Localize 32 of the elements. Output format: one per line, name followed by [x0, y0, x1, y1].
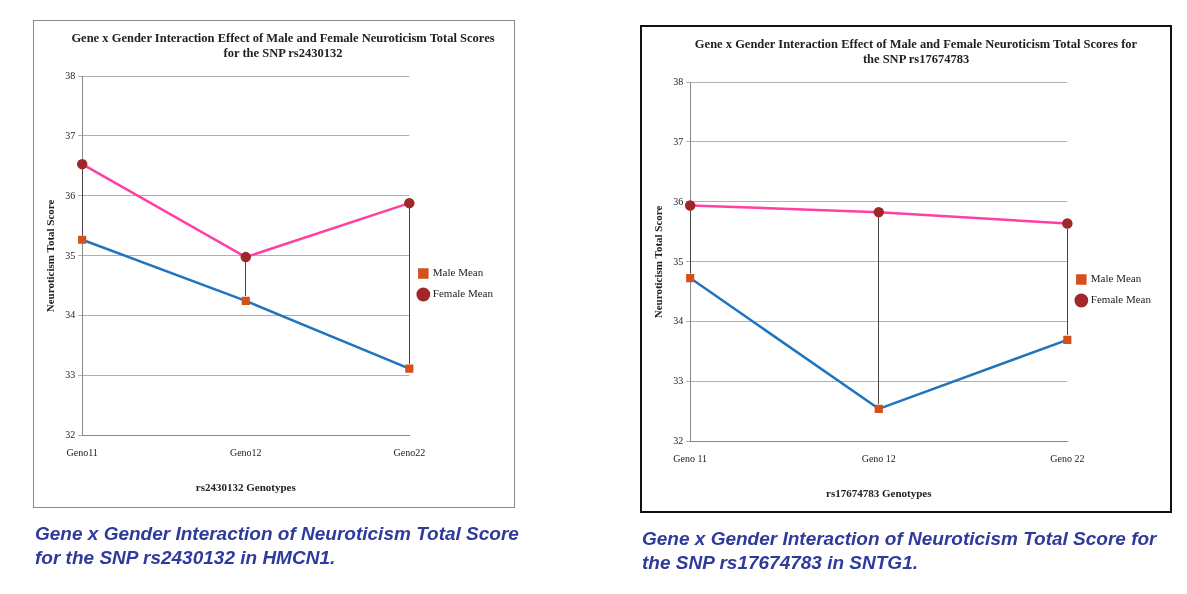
y-axis-title: Neuroticism Total Score — [652, 205, 665, 319]
x-axis-title: rs17674783 Genotypes — [826, 487, 933, 500]
chart-title: Gene x Gender Interaction Effect of Male and Female Neuroticism Total Scores for the SNP rs2430132 — [70, 31, 496, 61]
y-tick-label: 32 — [673, 435, 684, 447]
y-tick-label: 35 — [673, 255, 684, 267]
legend-label: Male Mean — [1090, 272, 1142, 285]
text: Gene x Gender Interaction of Neuroticism Total Score for the SNP rs2430132 in HMCN1. — [35, 522, 520, 570]
y-tick-label: 34 — [65, 309, 76, 321]
x-tick-label: Geno12 — [229, 447, 262, 459]
y-tick-label: 38 — [65, 69, 76, 81]
chart-title: Gene x Gender Interaction Effect of Male and Female Neuroticism Total Scores for the SNP rs17674783 — [693, 37, 1139, 67]
y-tick-label: 33 — [673, 375, 684, 387]
x-axis-title: rs2430132 Genotypes — [195, 481, 297, 494]
y-tick-label: 36 — [65, 189, 76, 201]
y-tick-label: 36 — [673, 195, 684, 207]
y-axis-title: Neuroticism Total Score — [44, 199, 57, 313]
y-tick-label: 34 — [673, 315, 684, 327]
legend-label: Male Mean — [432, 266, 484, 279]
y-tick-label: 35 — [65, 249, 76, 261]
y-tick-label: 37 — [673, 135, 684, 147]
legend-label: Female Mean — [432, 287, 494, 300]
y-tick-label: 38 — [673, 75, 684, 87]
x-tick-label: Geno 22 — [1050, 453, 1085, 465]
y-tick-label: 33 — [65, 369, 76, 381]
text: Gene x Gender Interaction of Neuroticism Total Score for the SNP rs17674783 in SNTG1. — [642, 527, 1158, 575]
x-tick-label: Geno 11 — [673, 453, 708, 465]
x-tick-label: Geno11 — [66, 447, 98, 459]
x-tick-label: Geno22 — [393, 447, 426, 459]
y-tick-label: 37 — [65, 129, 76, 141]
legend-label: Female Mean — [1090, 293, 1152, 306]
x-tick-label: Geno 12 — [861, 453, 896, 465]
y-tick-label: 32 — [65, 429, 76, 441]
